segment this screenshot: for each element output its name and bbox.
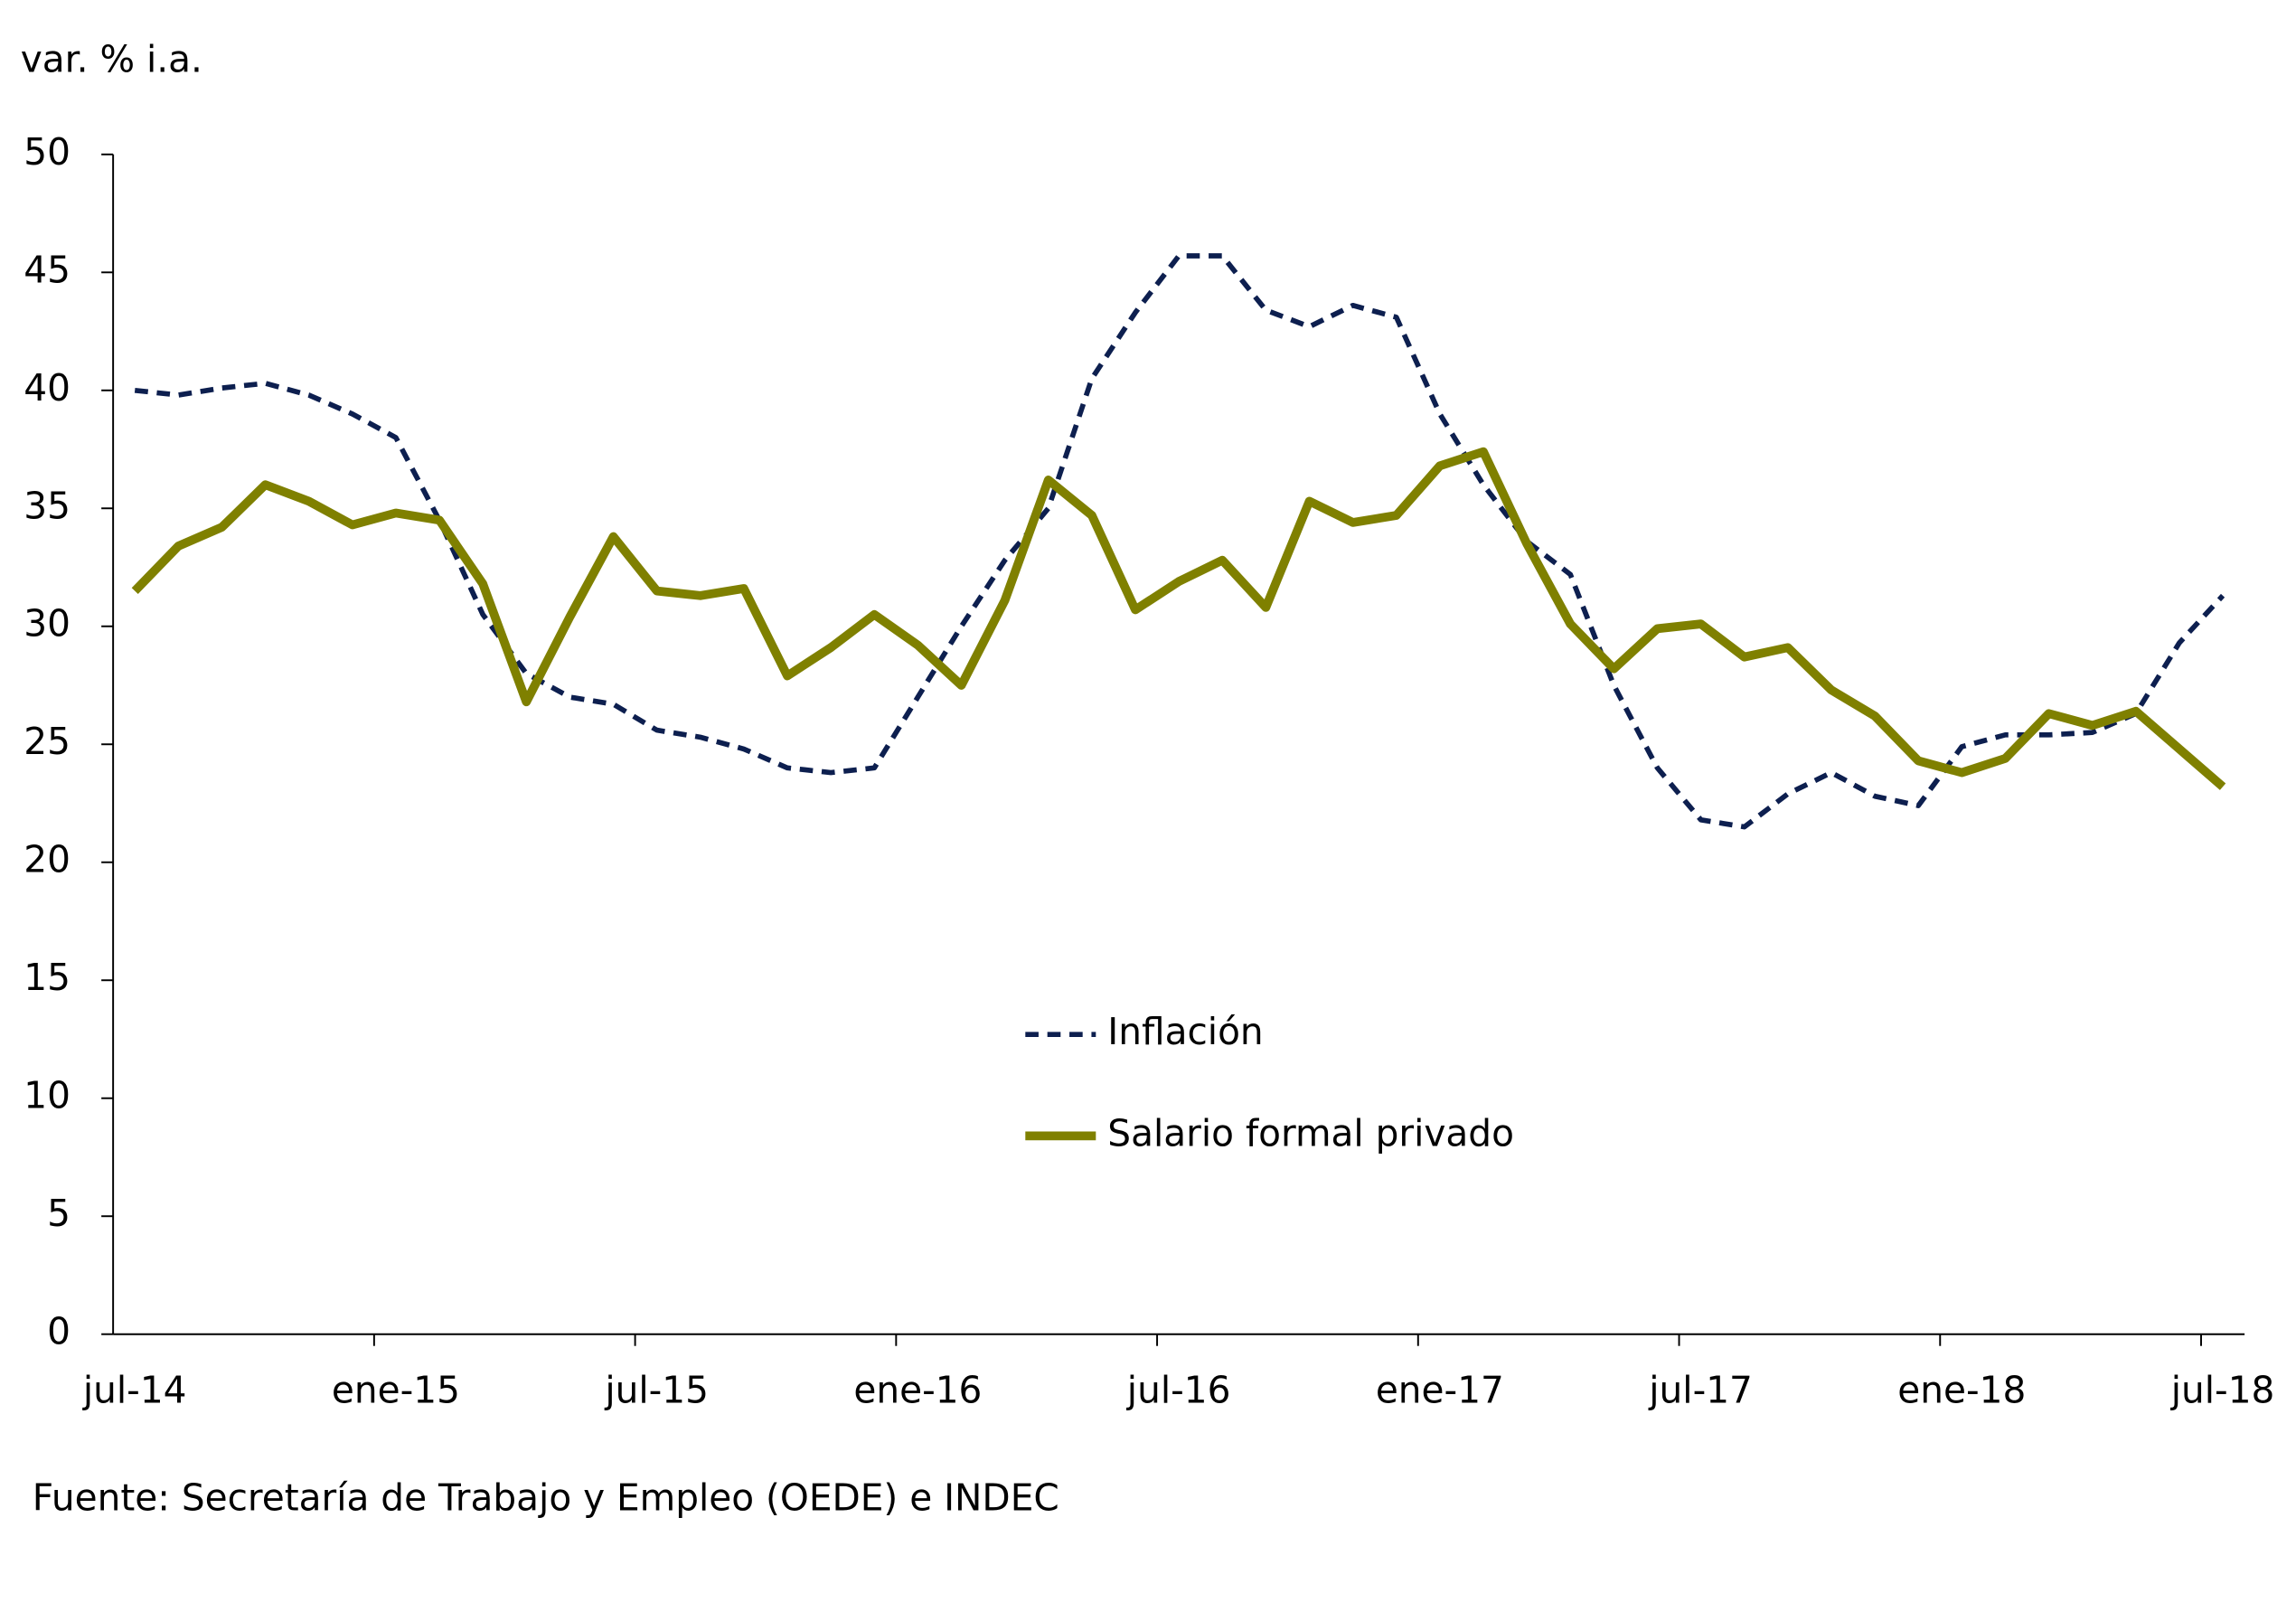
y-tick-label: 35: [24, 484, 71, 527]
y-tick-label: 5: [47, 1192, 71, 1235]
y-tick-label: 25: [24, 720, 71, 763]
source-note: Fuente: Secretaría de Trabajo y Empleo (…: [33, 1475, 1059, 1519]
y-tick-label: 40: [24, 366, 71, 410]
legend-label: Salario formal privado: [1107, 1111, 1514, 1155]
series-line: [131, 447, 2226, 790]
y-tick-label: 15: [24, 956, 71, 999]
x-tick-label: jul-15: [604, 1369, 709, 1412]
legend-label: Inflación: [1107, 1010, 1263, 1053]
y-axis-label: var. % i.a.: [21, 37, 202, 80]
x-tick-label: ene-15: [332, 1369, 460, 1412]
y-tick-label: 20: [24, 838, 71, 881]
x-tick-label: ene-17: [1376, 1369, 1504, 1412]
series-line: [134, 253, 2225, 830]
x-tick-label: jul-18: [2170, 1369, 2275, 1412]
x-tick-label: jul-17: [1648, 1369, 1753, 1412]
x-tick-label: ene-16: [853, 1369, 982, 1412]
x-tick-label: jul-14: [82, 1369, 187, 1412]
y-tick-label: 45: [24, 248, 71, 291]
x-tick-label: ene-18: [1897, 1369, 2026, 1412]
y-tick-label: 0: [47, 1310, 71, 1353]
y-tick-label: 10: [24, 1074, 71, 1117]
y-tick-label: 50: [24, 130, 71, 174]
y-tick-label: 30: [24, 602, 71, 646]
x-tick-label: jul-16: [1126, 1369, 1231, 1412]
